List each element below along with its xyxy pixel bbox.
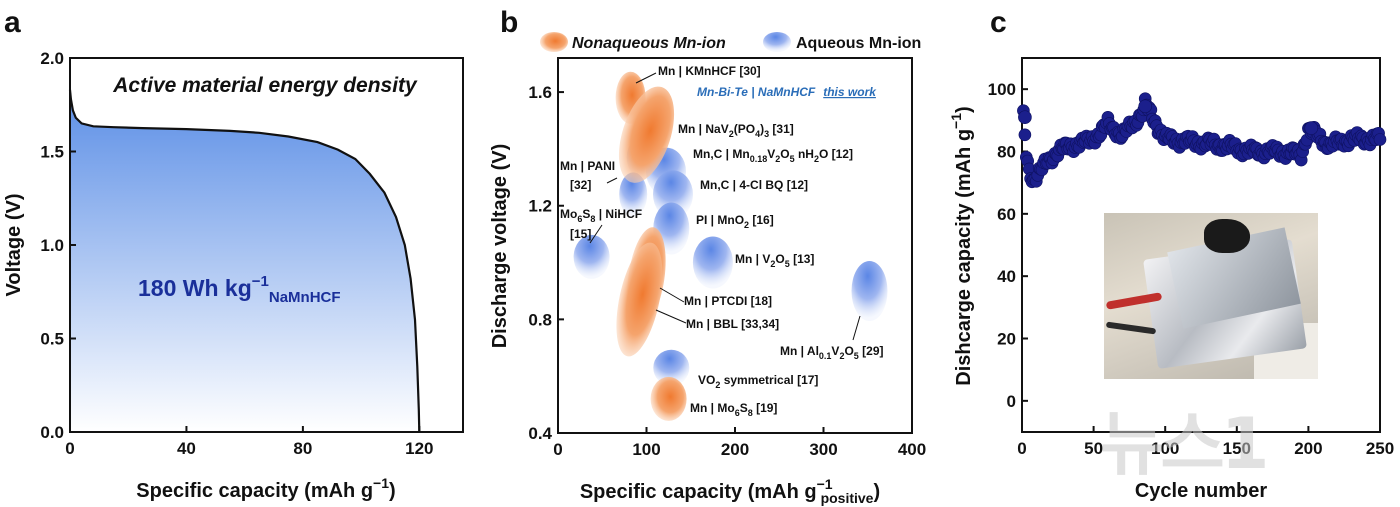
y-tick-label: 0.0 <box>40 423 64 442</box>
label-mnc-mnv2o5: Mn,C | Mn0.18V2O5 nH2O [12] <box>693 147 853 164</box>
x-tick-label: 80 <box>293 439 312 458</box>
capacity-point <box>1018 128 1032 142</box>
panel-c-ticks: 0 50 100 150 200 250 0 20 40 60 80 100 <box>988 80 1395 458</box>
panel-c: 0 50 100 150 200 250 0 20 40 60 80 100 Cycle number… <box>948 57 1395 502</box>
data-blob <box>851 261 888 321</box>
panel-b-ylabel: Discharge voltage (V) <box>489 144 511 349</box>
data-blob <box>653 349 690 386</box>
y-tick-label: 1.5 <box>40 143 64 162</box>
voltage-curve <box>68 89 421 433</box>
x-tick-label: 200 <box>1294 439 1322 458</box>
legend-aqueous-label: Aqueous Mn-ion <box>796 35 921 52</box>
x-tick-label: 300 <box>809 440 837 459</box>
y-tick-label: 60 <box>997 205 1016 224</box>
label-pani: Mn | PANI <box>560 159 615 173</box>
panel-c-frame <box>1021 57 1381 433</box>
data-blob <box>619 172 648 217</box>
y-tick-label: 0.5 <box>40 330 64 349</box>
y-tick-label: 1.2 <box>528 197 552 216</box>
y-tick-label: 0.4 <box>528 424 552 443</box>
x-tick-label: 100 <box>632 440 660 459</box>
energy-density-label: 180 Wh kg−1NaMnHCF <box>138 273 341 306</box>
panel-a-ylabel: Voltage (V) <box>3 194 25 297</box>
x-tick-label: 0 <box>65 439 74 458</box>
data-blob <box>616 242 663 357</box>
x-tick-label: 100 <box>1151 439 1179 458</box>
panel-c-ylabel: Dishcarge capacity (mAh g−1) <box>948 106 975 385</box>
voltage-area <box>70 89 420 433</box>
y-tick-label: 40 <box>997 267 1016 286</box>
label-mo6s8: Mn | Mo6S8 [19] <box>690 401 777 418</box>
y-tick-label: 0 <box>1007 392 1016 411</box>
x-tick-label: 40 <box>177 439 196 458</box>
panel-c-xlabel: Cycle number <box>1135 480 1267 502</box>
label-pani-ref: [32] <box>570 178 591 192</box>
x-tick-label: 150 <box>1223 439 1251 458</box>
data-blob <box>650 376 687 421</box>
y-tick-label: 80 <box>997 143 1016 162</box>
label-nav2po43: Mn | NaV2(PO4)3 [31] <box>678 122 794 139</box>
x-tick-label: 400 <box>898 440 926 459</box>
panel-b-ticks: 0 100 200 300 400 0.4 0.8 1.2 1.6 <box>528 83 926 459</box>
capacity-markers <box>1017 92 1387 189</box>
x-tick-label: 50 <box>1084 439 1103 458</box>
label-v2o5: Mn | V2O5 [13] <box>735 252 814 269</box>
label-kmnhcf: Mn | KMnHCF [30] <box>658 64 761 78</box>
capacity-point <box>1373 133 1387 146</box>
y-tick-label: 0.8 <box>528 310 552 329</box>
legend-aqueous-swatch <box>763 32 791 52</box>
label-vo2: VO2 symmetrical [17] <box>698 373 818 390</box>
capacity-point <box>1304 121 1319 135</box>
panel-a-xlabel: Specific capacity (mAh g−1) <box>136 475 395 502</box>
panel-a: 0 40 80 120 0.0 0.5 1.0 1.5 2.0 Active material … <box>3 49 464 502</box>
news-watermark: 뉴스1 <box>1100 403 1270 485</box>
label-mo6s8-nihcf-ref: [15] <box>570 227 591 241</box>
panel-b-xlabel: Specific capacity (mAh g−1 positive) <box>580 476 880 506</box>
panel-a-letter: a <box>4 6 21 39</box>
y-tick-label: 2.0 <box>40 49 64 68</box>
label-pi-mno2: PI | MnO2 [16] <box>696 213 774 230</box>
legend-nonaqueous-label: Nonaqueous Mn-ion <box>572 35 726 52</box>
x-tick-label: 120 <box>405 439 433 458</box>
data-blob <box>618 86 675 183</box>
panel-b-blobs <box>573 71 888 421</box>
panel-b: Nonaqueous Mn-ion Aqueous Mn-ion 0 100 200… <box>489 32 926 506</box>
panel-b-letter: b <box>500 6 518 39</box>
inset-title: Active material energy density <box>112 74 418 97</box>
panel-c-letter: c <box>990 6 1007 39</box>
label-4clbq: Mn,C | 4-Cl BQ [12] <box>700 178 808 192</box>
label-al-v2o5: Mn | Al0.1V2O5 [29] <box>780 344 884 361</box>
x-tick-label: 0 <box>553 440 562 459</box>
pouch-cell-photo <box>1104 213 1318 379</box>
label-ptcdi: Mn | PTCDI [18] <box>684 294 772 308</box>
label-mo6s8-nihcf: Mo6S8 | NiHCF <box>560 207 642 224</box>
y-tick-label: 1.0 <box>40 236 64 255</box>
leader-lines <box>589 72 861 341</box>
panel-a-ticks: 0 40 80 120 0.0 0.5 1.0 1.5 2.0 <box>40 49 433 458</box>
capacity-point <box>1018 110 1032 124</box>
label-bbl: Mn | BBL [33,34] <box>686 317 779 331</box>
label-this-work: Mn-Bi-Te | NaMnHCF this work <box>697 85 877 99</box>
legend-nonaqueous-swatch <box>540 32 568 52</box>
y-tick-label: 100 <box>988 80 1016 99</box>
data-blob <box>573 234 610 279</box>
y-tick-label: 1.6 <box>528 83 552 102</box>
capacity-point <box>1138 99 1152 114</box>
x-tick-label: 250 <box>1366 439 1394 458</box>
x-tick-label: 0 <box>1017 439 1026 458</box>
x-tick-label: 200 <box>721 440 749 459</box>
data-blob <box>692 236 733 289</box>
y-tick-label: 20 <box>997 330 1016 349</box>
